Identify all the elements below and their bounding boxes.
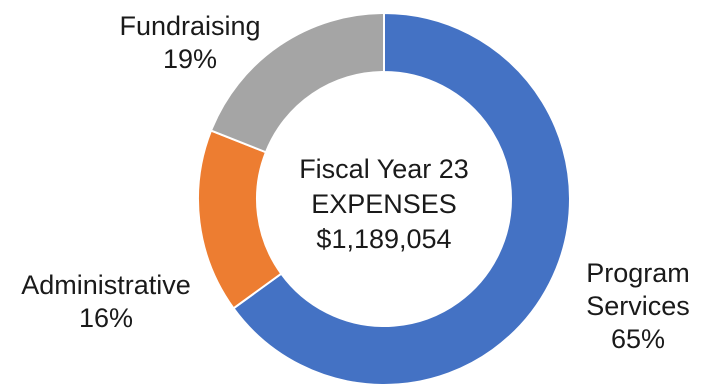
- slice-name-line-2: Services: [586, 291, 690, 321]
- slice-name-line-1: Fundraising: [119, 11, 261, 41]
- center-title-line-1: Fiscal Year 23: [299, 154, 469, 184]
- center-title-line-3: $1,189,054: [316, 224, 452, 254]
- slice-label-program-services: Program Services 65%: [568, 257, 707, 356]
- donut-center-title: Fiscal Year 23 EXPENSES $1,189,054: [284, 152, 484, 257]
- slice-label-fundraising: Fundraising 19%: [90, 10, 290, 76]
- slice-name-line-1: Program: [586, 258, 690, 288]
- slice-fundraising: [209, 11, 385, 154]
- slice-program-services: [232, 11, 571, 386]
- slice-pct: 16%: [78, 303, 134, 333]
- slice-label-administrative: Administrative 16%: [0, 269, 212, 335]
- slice-name-line-1: Administrative: [21, 270, 191, 300]
- slice-pct: 19%: [162, 44, 218, 74]
- center-title-line-2: EXPENSES: [311, 189, 457, 219]
- slice-pct: 65%: [610, 324, 666, 354]
